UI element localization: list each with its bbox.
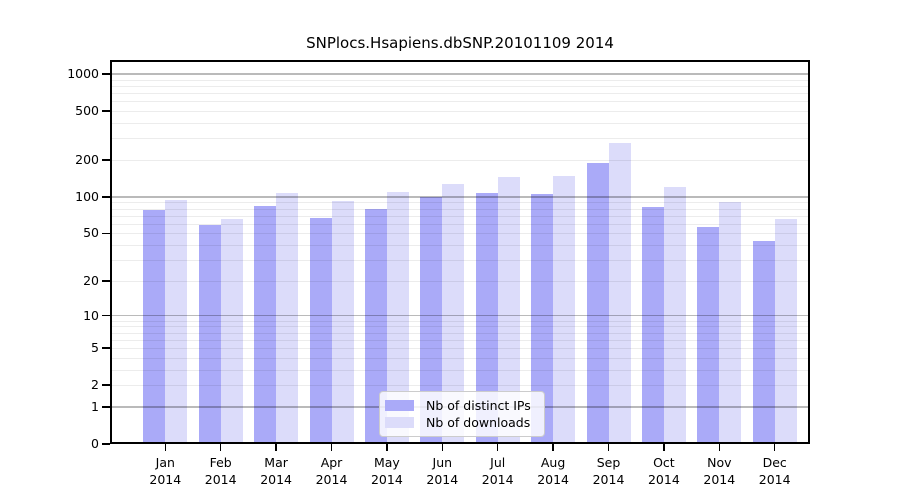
x-tick-label: Dec 2014 <box>745 454 805 488</box>
x-tick-label: Oct 2014 <box>634 454 694 488</box>
y-tick-label: 5 <box>91 340 99 356</box>
x-tick-mark <box>663 444 665 451</box>
x-tick-month: May <box>373 455 400 470</box>
y-tick-mark <box>102 384 110 386</box>
plot-frame <box>110 60 810 444</box>
legend-swatch-distinct-ips <box>385 400 414 411</box>
y-tick-label: 10 <box>83 307 99 323</box>
x-tick-month: Apr <box>320 455 343 470</box>
x-tick-mark <box>441 444 444 451</box>
x-tick-year: 2014 <box>149 472 182 487</box>
x-tick-year: 2014 <box>481 472 514 487</box>
x-tick-label: Jan 2014 <box>135 454 195 488</box>
y-tick-label: 200 <box>75 152 99 168</box>
x-tick-label: Jun 2014 <box>412 454 472 488</box>
x-tick-mark <box>330 444 333 451</box>
x-tick-month: Nov <box>707 455 732 470</box>
x-tick-year: 2014 <box>260 472 292 487</box>
x-tick-mark <box>219 444 222 451</box>
y-tick-mark <box>102 110 110 112</box>
y-tick-label: 2 <box>91 377 99 393</box>
legend-label-distinct-ips: Nb of distinct IPs <box>426 397 531 413</box>
y-tick-label: 0 <box>91 436 99 451</box>
x-tick-year: 2014 <box>537 472 569 487</box>
x-tick-label: Jul 2014 <box>468 454 528 488</box>
y-tick-label: 500 <box>75 103 99 119</box>
y-tick-mark <box>102 196 110 198</box>
x-tick-label: Aug 2014 <box>523 454 583 488</box>
x-tick-label: Sep 2014 <box>579 454 639 488</box>
x-tick-mark <box>164 444 167 451</box>
x-tick-month: Mar <box>264 455 288 470</box>
x-tick-year: 2014 <box>315 472 348 487</box>
legend-entry-distinct-ips: Nb of distinct IPs <box>385 397 536 413</box>
x-tick-mark <box>773 444 776 451</box>
x-tick-mark <box>718 444 721 451</box>
x-tick-month: Feb <box>209 455 232 470</box>
y-tick-mark <box>102 73 110 75</box>
x-tick-month: Jul <box>490 455 506 470</box>
y-tick-mark <box>102 347 110 349</box>
y-tick-mark <box>102 314 110 317</box>
x-tick-year: 2014 <box>758 472 791 487</box>
y-tick-mark <box>102 443 110 445</box>
x-tick-label: Feb 2014 <box>191 454 251 488</box>
x-tick-month: Sep <box>596 455 621 470</box>
x-tick-year: 2014 <box>703 472 736 487</box>
x-tick-month: Jun <box>432 455 453 470</box>
x-tick-label: Mar 2014 <box>246 454 306 488</box>
x-tick-year: 2014 <box>204 472 237 487</box>
x-tick-year: 2014 <box>592 472 625 487</box>
x-tick-mark <box>552 444 554 451</box>
legend-swatch-downloads <box>385 417 414 428</box>
y-tick-label: 1 <box>91 398 99 414</box>
x-tick-mark <box>386 444 388 451</box>
chart-title: SNPlocs.Hsapiens.dbSNP.20101109 2014 <box>306 34 614 52</box>
x-tick-year: 2014 <box>370 472 403 487</box>
y-tick-label: 50 <box>83 225 99 241</box>
y-tick-label: 100 <box>75 188 99 204</box>
x-tick-mark <box>496 444 499 451</box>
x-tick-month: Oct <box>653 455 675 470</box>
x-tick-month: Dec <box>762 455 787 470</box>
x-tick-label: Nov 2014 <box>689 454 749 488</box>
y-tick-mark <box>102 406 110 408</box>
legend-entry-downloads: Nb of downloads <box>385 414 536 430</box>
x-tick-year: 2014 <box>647 472 680 487</box>
x-tick-month: Jan <box>155 455 175 470</box>
x-tick-month: Aug <box>540 455 566 470</box>
y-tick-mark <box>102 232 110 235</box>
x-tick-mark <box>607 444 610 451</box>
y-tick-mark <box>102 159 110 161</box>
x-tick-label: Apr 2014 <box>302 454 362 488</box>
x-tick-year: 2014 <box>426 472 459 487</box>
legend-label-downloads: Nb of downloads <box>426 414 531 430</box>
legend: Nb of distinct IPs Nb of downloads <box>379 391 545 437</box>
y-tick-label: 20 <box>83 272 99 288</box>
y-tick-mark <box>102 280 110 282</box>
y-tick-label: 1000 <box>67 66 99 82</box>
x-tick-label: May 2014 <box>357 454 417 488</box>
x-tick-mark <box>275 444 277 451</box>
